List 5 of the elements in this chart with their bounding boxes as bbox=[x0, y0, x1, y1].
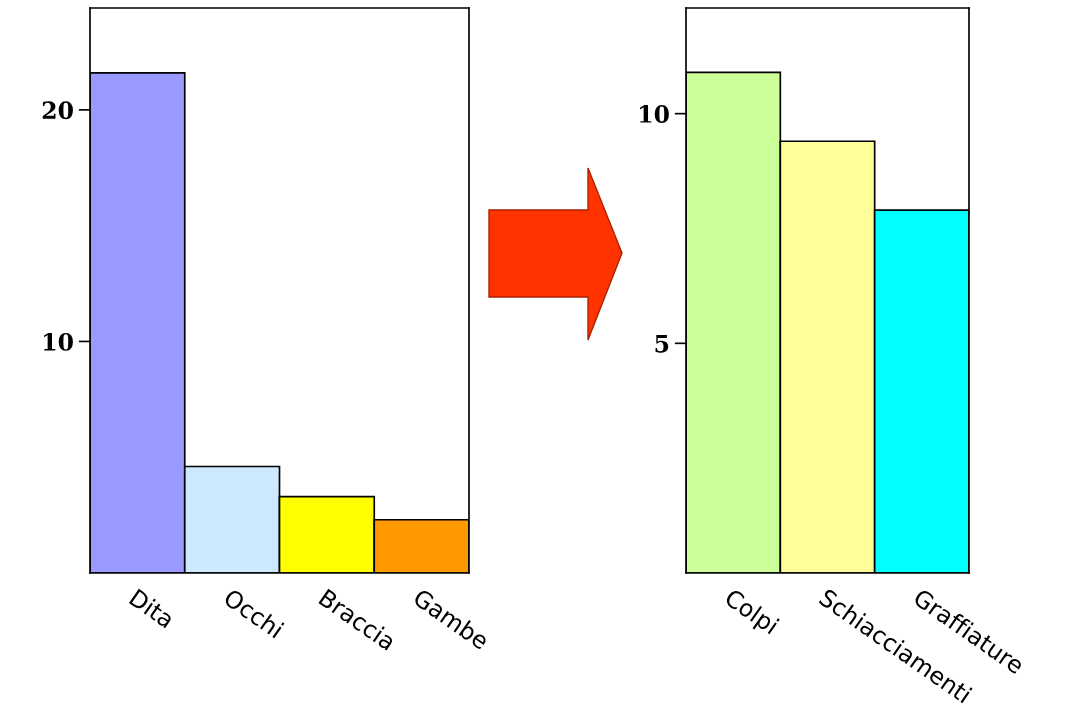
y-tick-label: 20 bbox=[42, 101, 73, 120]
x-tick-label: Dita bbox=[128, 588, 176, 629]
y-tick-label: 5 bbox=[655, 335, 669, 353]
y-tick-label: 10 bbox=[44, 332, 73, 351]
y-tick-label: 10 bbox=[640, 105, 669, 123]
